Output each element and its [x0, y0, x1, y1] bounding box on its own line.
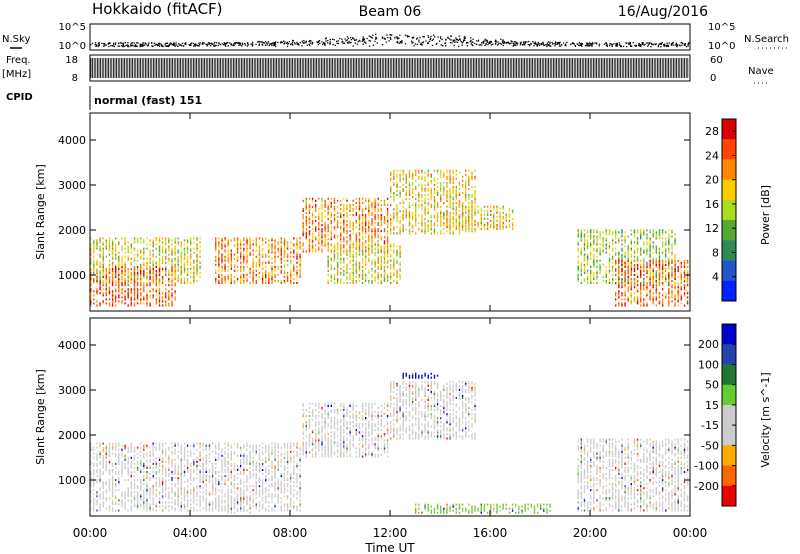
velocity-ytick-4000: 4000	[58, 339, 86, 352]
power-region-4	[327, 243, 401, 284]
freq-panel: 18 8 60 0	[65, 54, 723, 84]
velocity-ytick-2000: 2000	[58, 429, 86, 442]
power-cbar-tick-4: 20	[705, 174, 719, 187]
time-tick-4: 16:00	[473, 526, 508, 540]
cpid-mode: normal (fast) 151	[94, 94, 202, 107]
velocity-cbar-tick-1: 100	[698, 358, 719, 371]
velocity-region-4	[402, 372, 439, 379]
time-tick-2: 08:00	[273, 526, 308, 540]
power-cbar-seg-4	[722, 199, 736, 221]
power-ytick-1000: 1000	[58, 269, 86, 282]
velocity-cbar-seg-4	[722, 404, 736, 426]
velocity-ylabel: Slant Range [km]	[34, 369, 47, 465]
time-tick-3: 12:00	[373, 526, 408, 540]
freq-tick-bottom: 8	[72, 73, 78, 84]
velocity-region-0	[90, 442, 301, 512]
power-cbar-seg-8	[722, 280, 736, 302]
station-title: Hokkaido (fitACF)	[92, 0, 223, 18]
power-ytick-3000: 3000	[58, 179, 86, 192]
nave-label: Nave	[748, 66, 774, 77]
power-cbar-seg-5	[722, 220, 736, 241]
velocity-region-6	[227, 495, 251, 514]
velocity-cbar-tick-2: 50	[705, 379, 719, 392]
nsearch-label: N.Search	[744, 34, 789, 45]
velocity-cbar-seg-6	[722, 445, 736, 466]
velocity-ytick-3000: 3000	[58, 384, 86, 397]
nsky-tick-top: 10^5	[59, 22, 86, 33]
power-region-1	[90, 266, 176, 307]
velocity-ytick-1000: 1000	[58, 474, 86, 487]
power-panel: 1000 2000 3000 4000 Slant Range [km] 4 8 12 16…	[34, 112, 772, 312]
power-cbar-tick-5: 24	[705, 149, 719, 162]
time-tick-5: 20:00	[573, 526, 608, 540]
power-ytick-4000: 4000	[58, 134, 86, 147]
velocity-cbar-tick-6: -100	[694, 460, 719, 473]
power-region-5	[390, 169, 476, 235]
cpid-panel: normal (fast) 151	[89, 86, 202, 110]
power-cbar-seg-2	[722, 159, 736, 181]
power-region-6	[440, 205, 514, 230]
power-cbar-tick-2: 12	[705, 222, 719, 235]
cpid-label: CPID	[6, 92, 33, 103]
power-cbar-seg-0	[722, 119, 736, 140]
nsearch-tick-bottom: 10^0	[708, 41, 735, 52]
time-tick-6: 00:00	[673, 526, 708, 540]
power-ylabel: Slant Range [km]	[34, 164, 47, 260]
power-cbar-seg-1	[722, 139, 736, 160]
nsearch-tick-top: 10^5	[708, 22, 735, 33]
power-region-7	[577, 229, 676, 284]
velocity-cbar-tick-3: 15	[705, 399, 719, 412]
velocity-cbar-seg-8	[722, 485, 736, 507]
xaxis-label: Time UT	[364, 541, 415, 554]
beam-title: Beam 06	[359, 4, 422, 20]
velocity-panel: 1000 2000 3000 4000 Slant Range [km] 200 100…	[34, 317, 772, 517]
power-cbar-seg-6	[722, 240, 736, 261]
time-tick-1: 04:00	[173, 526, 208, 540]
velocity-region-3	[577, 438, 689, 512]
nave-tick-top: 60	[710, 55, 723, 66]
velocity-cbar-seg-2	[722, 364, 736, 386]
time-tick-0: 00:00	[73, 526, 108, 540]
velocity-cbar-seg-0	[722, 324, 736, 345]
power-region-2	[215, 237, 301, 284]
velocity-cbar-tick-4: -15	[701, 419, 719, 432]
nsky-label: N.Sky	[2, 34, 30, 45]
power-region-8	[615, 259, 689, 307]
velocity-cbar-seg-3	[722, 384, 736, 406]
power-cbar-tick-6: 28	[705, 125, 719, 138]
velocity-cbar-tick-5: -50	[701, 439, 719, 452]
nsky-panel: 10^5 10^0 10^5 10^0	[59, 22, 736, 52]
power-frame	[89, 112, 691, 312]
power-cbar-seg-7	[722, 260, 736, 282]
power-region-3	[302, 197, 389, 253]
power-cbar-label: Power [dB]	[759, 185, 772, 245]
power-cbar-tick-3: 16	[705, 198, 719, 211]
date-title: 16/Aug/2016	[618, 4, 708, 20]
velocity-cbar-seg-1	[722, 344, 736, 365]
velocity-cbar-tick-7: -200	[694, 480, 719, 493]
power-cbar-tick-1: 8	[712, 246, 719, 259]
nave-tick-bottom: 0	[710, 73, 716, 84]
power-cbar-seg-3	[722, 179, 736, 201]
velocity-cbar-seg-5	[722, 425, 736, 446]
velocity-region-2	[390, 380, 476, 440]
power-ytick-2000: 2000	[58, 224, 86, 237]
mhz-label: [MHz]	[2, 69, 31, 80]
freq-tick-top: 18	[65, 55, 78, 66]
power-cbar-tick-0: 4	[712, 271, 719, 284]
velocity-cbar-label: Velocity [m s^-1]	[759, 372, 772, 467]
nsky-tick-bottom: 10^0	[59, 41, 86, 52]
velocity-cbar-tick-0: 200	[698, 338, 719, 351]
velocity-region-1	[302, 402, 389, 458]
velocity-region-5	[415, 503, 551, 514]
velocity-cbar-seg-7	[722, 465, 736, 487]
freq-label: Freq.	[6, 55, 31, 66]
